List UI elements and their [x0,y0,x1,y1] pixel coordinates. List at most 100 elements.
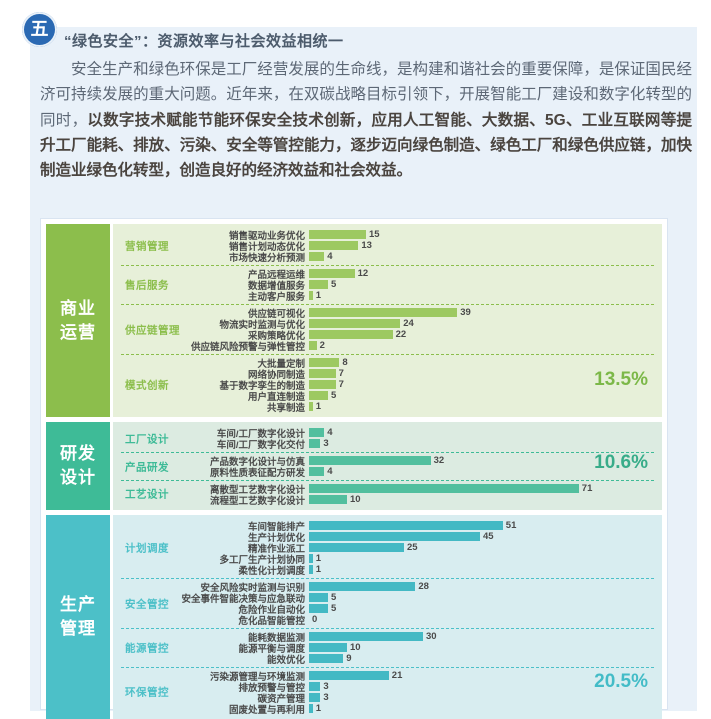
bar-label: 销售驱动业务优化 [228,230,305,242]
bar-row: 数据增值服务 5 [121,279,654,292]
bar [309,604,328,613]
bar-label: 危化品智能管控 [238,615,305,627]
bar [309,671,389,680]
bar-label: 供应链风险预警与弹性管控 [190,341,305,353]
bar-label: 用户直连制造 [247,391,305,403]
bar-row: 固废处置与再利用 1 [121,703,654,716]
bar-label: 多工厂生产计划协同 [219,554,305,566]
bar-label: 主动客户服务 [247,291,305,303]
bar-label: 柔性化计划调度 [238,565,305,577]
category-label: 营销管理 [125,240,169,253]
bar-value: 1 [315,290,322,301]
category-group: 环保管控 污染源管理与环境监测 21 排放预警与管控 3 碳资产管理 3 固废处置与再利用 1 [121,668,654,716]
bar-row: 离散型工艺数字化设计 71 [121,483,654,496]
chart-section-production-management: 生产 管理 计划调度 车间智能排产 51 生产计划优化 45 精准作业派工 25 多工厂生产计划协… [46,515,662,719]
bar-value: 8 [342,357,348,368]
bar-row: 销售驱动业务优化 15 [121,229,654,242]
bar-label: 离散型工艺数字化设计 [209,484,305,496]
section-percentage: 20.5% [594,671,648,692]
bar-label: 能效优化 [266,654,305,666]
bar-label: 碳资产管理 [257,693,305,705]
bar-value: 4 [327,251,333,262]
bar [309,582,416,591]
bar [309,456,431,465]
bar-label: 数据增值服务 [247,280,305,292]
bar-value: 7 [338,379,344,390]
bar-value: 1 [315,553,322,564]
bar-value: 51 [505,520,517,531]
bar-label: 产品数字化设计与仿真 [209,456,305,468]
bar [309,693,321,702]
bar [309,308,458,317]
bar-label: 车间智能排产 [247,521,305,533]
bar-label: 基于数字孪生的制造 [219,380,305,392]
bar-value: 21 [391,670,403,681]
bar-value: 39 [460,307,471,318]
category-group: 模式创新 大批量定制 8 网络协同制造 7 基于数字孪生的制造 7 用户直连制造 5 共享制造 1 [121,355,654,414]
bar-label: 产品远程运维 [247,269,305,281]
category-group: 能源管控 能耗数据监测 30 能源平衡与调度 10 能效优化 9 [121,629,654,668]
category-group: 售后服务 产品远程运维 12 数据增值服务 5 主动客户服务 1 [121,266,654,305]
bar-row: 污染源管理与环境监测 21 [121,670,654,683]
bar [309,319,401,328]
bar [309,554,313,563]
bar-row: 网络协同制造 7 [121,368,654,381]
bar-value: 4 [327,427,333,438]
category-label: 能源管控 [125,642,169,655]
bar-row: 市场快速分析预测 4 [121,251,654,264]
bar-value: 25 [407,542,418,553]
category-group: 营销管理 销售驱动业务优化 15 销售计划动态优化 13 市场快速分析预测 4 [121,227,654,266]
bar-row: 基于数字孪生的制造 7 [121,379,654,392]
bar [309,521,503,530]
bar-row: 采购策略优化 22 [121,329,654,342]
bar-label: 网络协同制造 [247,369,305,381]
bar-value: 10 [350,642,361,653]
bar-label: 排放预警与管控 [238,682,305,694]
category-group: 工厂设计 车间/工厂数字化设计 4 车间/工厂数字化交付 3 [121,425,654,453]
bar-row: 车间/工厂数字化设计 4 [121,427,654,440]
bar-row: 供应链风险预警与弹性管控 2 [121,340,654,353]
bar-value: 13 [361,240,372,251]
bar [309,280,328,289]
bar-value: 0 [312,614,318,625]
category-group: 计划调度 车间智能排产 51 生产计划优化 45 精准作业派工 25 多工厂生产计划协同 1 柔性… [121,518,654,579]
paragraph-normal-text: 安全生产和绿色环保是工厂经营发展的生命线，是构建和谐社会的重要保障，是保证国民经… [40,61,692,129]
bar-label: 市场快速分析预测 [228,252,305,264]
bar-row: 流程型工艺数字化设计 10 [121,494,654,507]
bar-row: 能效优化 9 [121,653,654,666]
bar [309,391,328,400]
bar-value: 5 [331,603,337,614]
intro-paragraph: 安全生产和绿色环保是工厂经营发展的生命线，是构建和谐社会的重要保障，是保证国民经… [40,57,692,183]
bar-value: 28 [418,581,429,592]
category-label: 工厂设计 [125,433,169,445]
bar-label: 大批量定制 [257,358,305,370]
bar-value: 9 [346,653,352,664]
bar [309,439,321,448]
bar-label: 生产计划优化 [247,532,305,544]
bar-row: 用户直连制造 5 [121,390,654,403]
bar-value: 5 [331,592,337,603]
bar-label: 固废处置与再利用 [228,704,305,716]
bar-label: 安全事件智能决策与应急联动 [181,593,305,605]
section-percentage: 13.5% [594,369,648,390]
bar-label: 原料性质表征配方研发 [209,467,305,479]
bar-label: 供应链可视化 [247,308,305,320]
bar-value: 71 [581,483,593,494]
bar-row: 主动客户服务 1 [121,290,654,303]
bar [309,241,359,250]
bar-row: 精准作业派工 25 [121,542,654,555]
bar-row: 危化品智能管控 0 [121,614,654,627]
section-title-rd-design: 研发 设计 [46,422,110,510]
chart-section-business-operation: 商业 运营 营销管理 销售驱动业务优化 15 销售计划动态优化 13 市场快速分析预测 4 售后服… [46,224,662,417]
bar-label: 共享制造 [266,402,305,414]
section-title-production-management: 生产 管理 [46,515,110,719]
bar [309,495,347,504]
category-label: 安全管控 [125,598,169,610]
bar [309,269,355,278]
category-label: 模式创新 [125,379,169,391]
bar-label: 安全风险实时监测与识别 [200,582,305,594]
bar [309,252,325,261]
bar-value: 1 [315,401,322,412]
category-group: 供应链管理 供应链可视化 39 物流实时监测与优化 24 采购策略优化 22 供应链风险预警与… [121,305,654,355]
